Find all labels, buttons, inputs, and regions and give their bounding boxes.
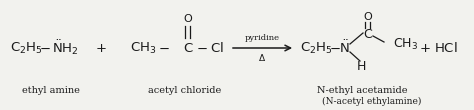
Text: acetyl chloride: acetyl chloride (148, 85, 221, 94)
Text: ethyl amine: ethyl amine (22, 85, 80, 94)
Text: $-$: $-$ (39, 41, 51, 54)
Text: $\mathrm{C}$: $\mathrm{C}$ (363, 28, 373, 40)
Text: $\mathrm{C}$: $\mathrm{C}$ (182, 41, 193, 54)
Text: $-$: $-$ (158, 41, 170, 54)
Text: $\mathrm{CH_3}$: $\mathrm{CH_3}$ (130, 40, 156, 56)
Text: $\mathrm{C_2H_5}$: $\mathrm{C_2H_5}$ (300, 40, 333, 56)
Text: $\mathrm{HCl}$: $\mathrm{HCl}$ (434, 41, 458, 55)
Text: $\mathrm{O}$: $\mathrm{O}$ (183, 12, 193, 24)
Text: (N-acetyl ethylamine): (N-acetyl ethylamine) (322, 96, 421, 106)
Text: pyridine: pyridine (245, 34, 280, 42)
Text: $+$: $+$ (95, 41, 107, 54)
Text: $-$: $-$ (329, 41, 341, 54)
Text: $\Delta$: $\Delta$ (258, 51, 266, 62)
Text: $\mathrm{\ddot{N}}$: $\mathrm{\ddot{N}}$ (339, 40, 349, 56)
Text: $\mathrm{Cl}$: $\mathrm{Cl}$ (210, 41, 224, 55)
Text: $\mathrm{H}$: $\mathrm{H}$ (356, 60, 366, 72)
Text: $\mathrm{C_2H_5}$: $\mathrm{C_2H_5}$ (10, 40, 43, 56)
Text: $\mathrm{\ddot{N}H_2}$: $\mathrm{\ddot{N}H_2}$ (52, 39, 79, 57)
Text: $\mathrm{CH_3}$: $\mathrm{CH_3}$ (393, 36, 418, 52)
Text: $+$: $+$ (419, 41, 431, 54)
Text: N-ethyl acetamide: N-ethyl acetamide (317, 85, 408, 94)
Text: $-$: $-$ (196, 41, 208, 54)
Text: $\mathrm{O}$: $\mathrm{O}$ (363, 10, 373, 22)
